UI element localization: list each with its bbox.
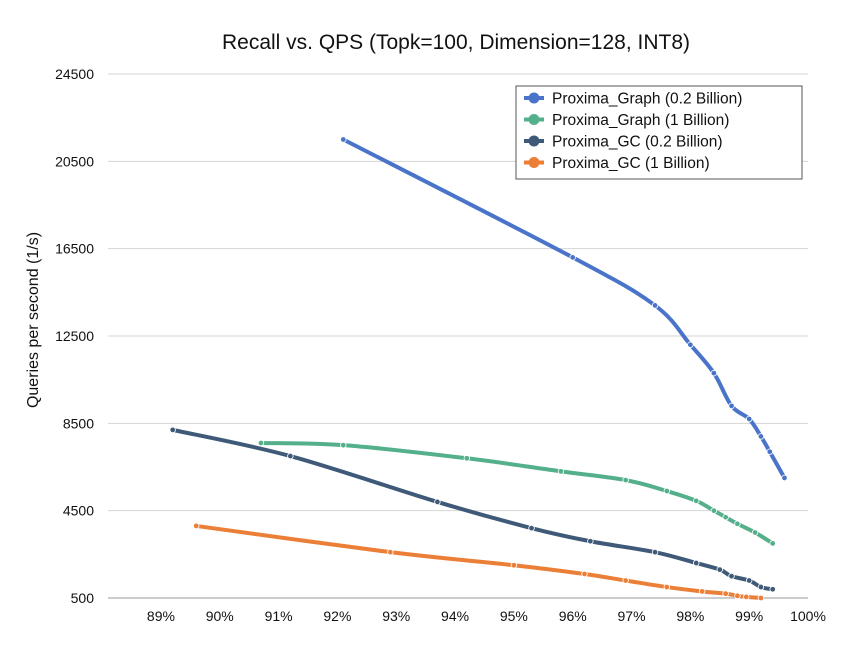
- legend-marker-icon: [528, 114, 540, 125]
- data-point: [169, 426, 176, 434]
- data-point: [193, 522, 200, 530]
- data-point: [743, 593, 750, 601]
- y-tick-label: 16500: [55, 241, 94, 257]
- legend-marker-icon: [528, 157, 540, 168]
- data-point: [751, 529, 759, 536]
- x-tick-label: 92%: [323, 608, 351, 624]
- data-point: [663, 583, 671, 591]
- legend-item: Proxima_Graph (1 Billion): [524, 112, 729, 129]
- data-point: [722, 514, 729, 521]
- y-tick-label: 12500: [55, 328, 94, 344]
- y-tick-label: 8500: [63, 415, 94, 431]
- data-point: [757, 583, 765, 591]
- series-line: [170, 427, 775, 592]
- data-point: [710, 369, 718, 377]
- x-tick-label: 89%: [147, 608, 175, 624]
- legend: Proxima_Graph (0.2 Billion) Proxima_Graph…: [515, 85, 803, 180]
- y-tick-label: 20500: [55, 153, 94, 169]
- x-tick-labels: 89% 90% 91% 92% 93% 94% 95% 96% 97% 98% 99% 100%: [147, 608, 826, 624]
- y-tick-label: 4500: [63, 503, 94, 519]
- x-tick-label: 98%: [676, 608, 704, 624]
- data-point: [622, 577, 629, 584]
- series-line: [194, 523, 763, 600]
- data-point: [528, 524, 535, 532]
- x-tick-label: 91%: [265, 608, 293, 624]
- grid-layer: [108, 73, 808, 599]
- data-point: [757, 433, 765, 440]
- legend-label: Proxima_Graph (1 Billion): [552, 112, 729, 129]
- series-1: [340, 136, 788, 482]
- y-tick-label: 24500: [55, 66, 94, 82]
- legend-item: Proxima_GC (0.2 Billion): [524, 134, 723, 151]
- x-tick-label: 99%: [735, 608, 763, 624]
- data-point: [557, 468, 565, 475]
- data-point: [663, 487, 671, 495]
- series-line: [341, 137, 787, 480]
- data-point: [745, 577, 753, 584]
- legend-label: Proxima_GC (0.2 Billion): [552, 134, 723, 151]
- data-point: [734, 592, 741, 600]
- data-point: [587, 538, 594, 545]
- x-tick-label: 97%: [618, 608, 646, 624]
- series-layer: [169, 136, 788, 602]
- data-point: [257, 439, 265, 447]
- data-point: [766, 448, 773, 455]
- data-point: [340, 441, 347, 449]
- x-tick-label: 94%: [441, 608, 469, 624]
- y-tick-label: 500: [71, 590, 95, 606]
- data-point: [728, 572, 735, 580]
- series-line: [258, 440, 775, 546]
- data-point: [651, 302, 659, 309]
- x-tick-label: 93%: [382, 608, 410, 624]
- data-point: [757, 594, 765, 602]
- data-point: [722, 590, 729, 597]
- data-point: [781, 474, 788, 482]
- data-point: [387, 548, 394, 556]
- data-point: [693, 559, 700, 567]
- legend-item: Proxima_GC (1 Billion): [524, 155, 710, 172]
- legend-marker-icon: [528, 135, 540, 147]
- x-tick-label: 95%: [500, 608, 528, 624]
- data-point: [687, 341, 694, 348]
- data-point: [734, 520, 741, 527]
- data-point: [287, 452, 294, 460]
- legend-label: Proxima_Graph (0.2 Billion): [552, 91, 742, 108]
- series-4: [193, 522, 765, 602]
- legend-label: Proxima_GC (1 Billion): [552, 155, 710, 172]
- data-point: [769, 540, 776, 547]
- legend-box: [515, 85, 803, 180]
- legend-marker-icon: [528, 92, 540, 104]
- data-point: [716, 566, 723, 573]
- x-tick-label: 100%: [790, 608, 826, 624]
- data-point: [463, 455, 471, 462]
- data-point: [434, 498, 441, 506]
- data-point: [340, 136, 347, 143]
- data-point: [745, 415, 753, 423]
- data-point: [728, 402, 735, 410]
- x-tick-label: 96%: [559, 608, 587, 624]
- data-point: [510, 562, 518, 569]
- data-point: [710, 507, 718, 514]
- legend-items: Proxima_Graph (0.2 Billion) Proxima_Graph…: [524, 91, 742, 172]
- data-point: [622, 476, 629, 484]
- data-point: [581, 570, 588, 578]
- data-point: [769, 586, 776, 593]
- legend-item: Proxima_Graph (0.2 Billion): [524, 91, 742, 108]
- x-tick-label: 90%: [206, 608, 234, 624]
- data-point: [651, 548, 659, 556]
- series-3: [169, 426, 776, 593]
- y-tick-labels: 500 4500 8500 12500 16500 20500 24500: [55, 66, 94, 606]
- y-axis-label: Queries per second (1/s): [25, 232, 42, 408]
- chart-title: Recall vs. QPS (Topk=100, Dimension=128,…: [222, 31, 690, 54]
- data-point: [569, 254, 576, 261]
- data-point: [698, 588, 706, 595]
- series-2: [257, 439, 776, 547]
- data-point: [693, 497, 700, 505]
